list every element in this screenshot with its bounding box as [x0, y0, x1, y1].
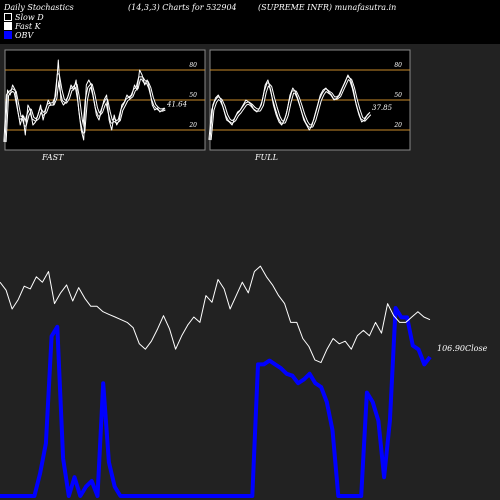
fast-panel-title: FAST	[41, 153, 64, 162]
legend-label-obv: OBV	[15, 31, 34, 40]
legend-swatch-obv	[4, 31, 12, 39]
full-tick-50: 50	[394, 92, 402, 99]
legend-label-fast-k: Fast K	[15, 22, 41, 31]
header-title: Daily Stochastics	[4, 3, 74, 12]
full-tick-20: 20	[393, 122, 402, 129]
full-fast-k-line	[209, 74, 371, 141]
fast-tick-20: 20	[188, 122, 197, 129]
fast-tick-50: 50	[189, 92, 197, 99]
header-subtitle: (14,3,3) Charts for 532904	[128, 3, 237, 12]
fast-fast-k-line	[4, 59, 166, 143]
header-source: (SUPREME INFR) munafasutra.in	[258, 3, 397, 12]
fast-last-value: 41.64	[166, 100, 187, 108]
full-last-value: 37.85	[372, 104, 393, 112]
fast-tick-80: 80	[189, 62, 197, 69]
full-tick-80: 80	[394, 62, 402, 69]
legend-item-fast-k: Fast K	[4, 22, 41, 31]
close-line	[0, 265, 431, 364]
legend-swatch-slow-d	[4, 13, 12, 21]
full-panel-title: FULL	[254, 153, 278, 162]
legend-item-obv: OBV	[4, 31, 33, 40]
header-bar	[0, 0, 500, 44]
close-last-value: 106.90Close	[437, 344, 488, 353]
obv-line	[0, 306, 432, 498]
legend-label-slow-d: Slow D	[15, 13, 44, 22]
legend-item-slow-d: Slow D	[4, 13, 44, 22]
full-slow-d-line	[209, 77, 371, 141]
legend-swatch-fast-k	[4, 22, 12, 30]
